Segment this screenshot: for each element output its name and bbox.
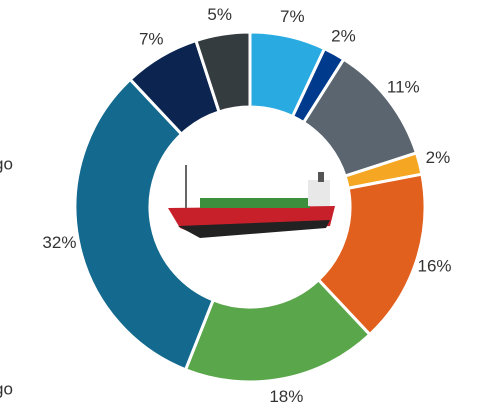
value-label: 7% (280, 7, 305, 26)
ship-keel (178, 220, 330, 238)
value-label: 7% (139, 30, 164, 49)
ship-deck (200, 198, 310, 208)
value-label: 16% (417, 256, 451, 275)
value-label: 2% (331, 26, 356, 45)
cropped-label: go (0, 379, 13, 398)
ship-image (168, 165, 335, 238)
value-label: 5% (207, 5, 232, 24)
donut-segment (73, 77, 216, 372)
value-label: 32% (42, 233, 76, 252)
cropped-label: go (0, 154, 13, 173)
donut-segment (194, 30, 252, 114)
value-label: 2% (426, 148, 451, 167)
ship-bridge (308, 180, 330, 206)
value-label: 18% (269, 387, 303, 406)
ship-funnel (318, 172, 324, 182)
value-label: 11% (387, 78, 420, 97)
